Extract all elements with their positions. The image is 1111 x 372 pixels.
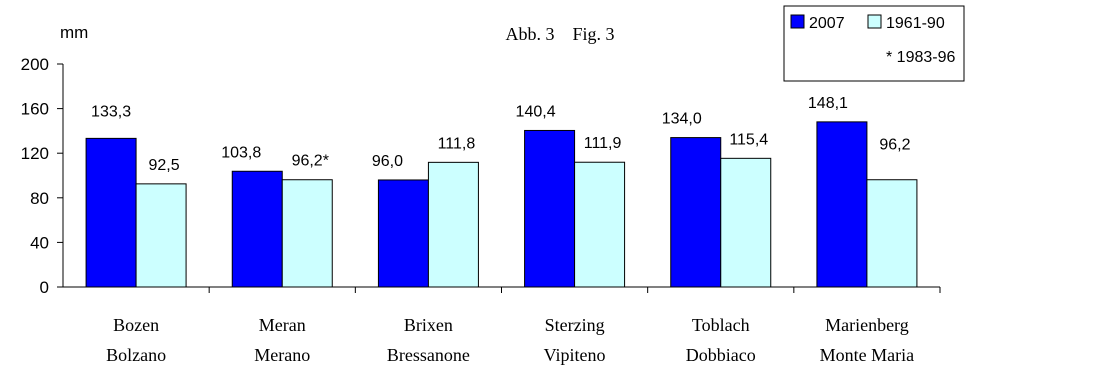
y-axis: 0 40 80 120 160 200 [21, 55, 64, 297]
data-label-2007: 96,0 [372, 153, 403, 170]
bar-1961-90-marienberg [866, 179, 918, 288]
data-label-2007: 134,0 [662, 111, 702, 128]
category-label-de: Sterzing [545, 315, 605, 335]
y-tick-label: 0 [40, 278, 49, 297]
data-label-2007: 140,4 [516, 103, 556, 120]
chart-title: Abb. 3 Fig. 3 [505, 24, 614, 44]
data-label-1961-90: 96,2 [879, 137, 910, 154]
bar-1961-90-brixen [427, 161, 479, 288]
data-label-2007: 148,1 [808, 95, 848, 112]
category-label-it: Bolzano [106, 345, 166, 365]
bar-2007-brixen [377, 179, 429, 288]
legend-swatch-1961-90 [867, 14, 882, 29]
y-tick-label: 200 [21, 55, 49, 74]
y-tick-label: 160 [21, 100, 49, 119]
data-label-1961-90: 92,5 [149, 157, 180, 174]
bar-2007-meran [231, 170, 283, 288]
category-label-de: Toblach [692, 315, 750, 335]
bars [85, 121, 918, 288]
legend-swatch-2007 [790, 14, 805, 29]
bar-1961-90-meran [281, 179, 333, 288]
bar-1961-90-toblach [720, 157, 772, 288]
category-label-de: Brixen [404, 315, 453, 335]
data-label-1961-90: 115,4 [729, 131, 768, 148]
category-label-de: Marienberg [825, 315, 909, 335]
category-label-it: Vipiteno [544, 345, 606, 365]
bar-1961-90-sterzing [574, 161, 626, 288]
category-label-it: Merano [254, 345, 310, 365]
legend-note: * 1983-96 [886, 49, 955, 66]
x-axis [63, 286, 941, 293]
bar-2007-toblach [670, 137, 722, 288]
category-label-de: Meran [259, 315, 306, 335]
data-labels: 133,3 92,5 103,8 96,2* 96,0 111,8 140,4 111,9 13… [91, 95, 911, 174]
bar-2007-bozen [85, 137, 137, 288]
legend: 2007 1961-90 * 1983-96 [783, 5, 965, 82]
bar-1961-90-bozen [135, 183, 187, 288]
category-label-it: Dobbiaco [686, 345, 756, 365]
data-label-1961-90: 111,8 [438, 135, 476, 152]
legend-label-2007: 2007 [809, 15, 845, 32]
data-label-2007: 133,3 [91, 103, 131, 120]
category-label-it: Monte Maria [820, 345, 914, 365]
category-labels: Bozen Bolzano Meran Merano Brixen Bressanone S… [106, 315, 914, 365]
bar-2007-marienberg [816, 121, 868, 288]
y-tick-label: 40 [30, 233, 49, 252]
data-label-1961-90: 111,9 [584, 135, 622, 152]
data-label-2007: 103,8 [221, 144, 261, 161]
category-label-de: Bozen [113, 315, 159, 335]
bar-2007-sterzing [524, 129, 576, 288]
y-axis-label: mm [60, 23, 88, 42]
y-tick-label: 120 [21, 144, 49, 163]
category-label-it: Bressanone [387, 345, 470, 365]
legend-label-1961-90: 1961-90 [886, 15, 945, 32]
y-tick-label: 80 [30, 189, 49, 208]
data-label-1961-90: 96,2* [292, 153, 329, 170]
